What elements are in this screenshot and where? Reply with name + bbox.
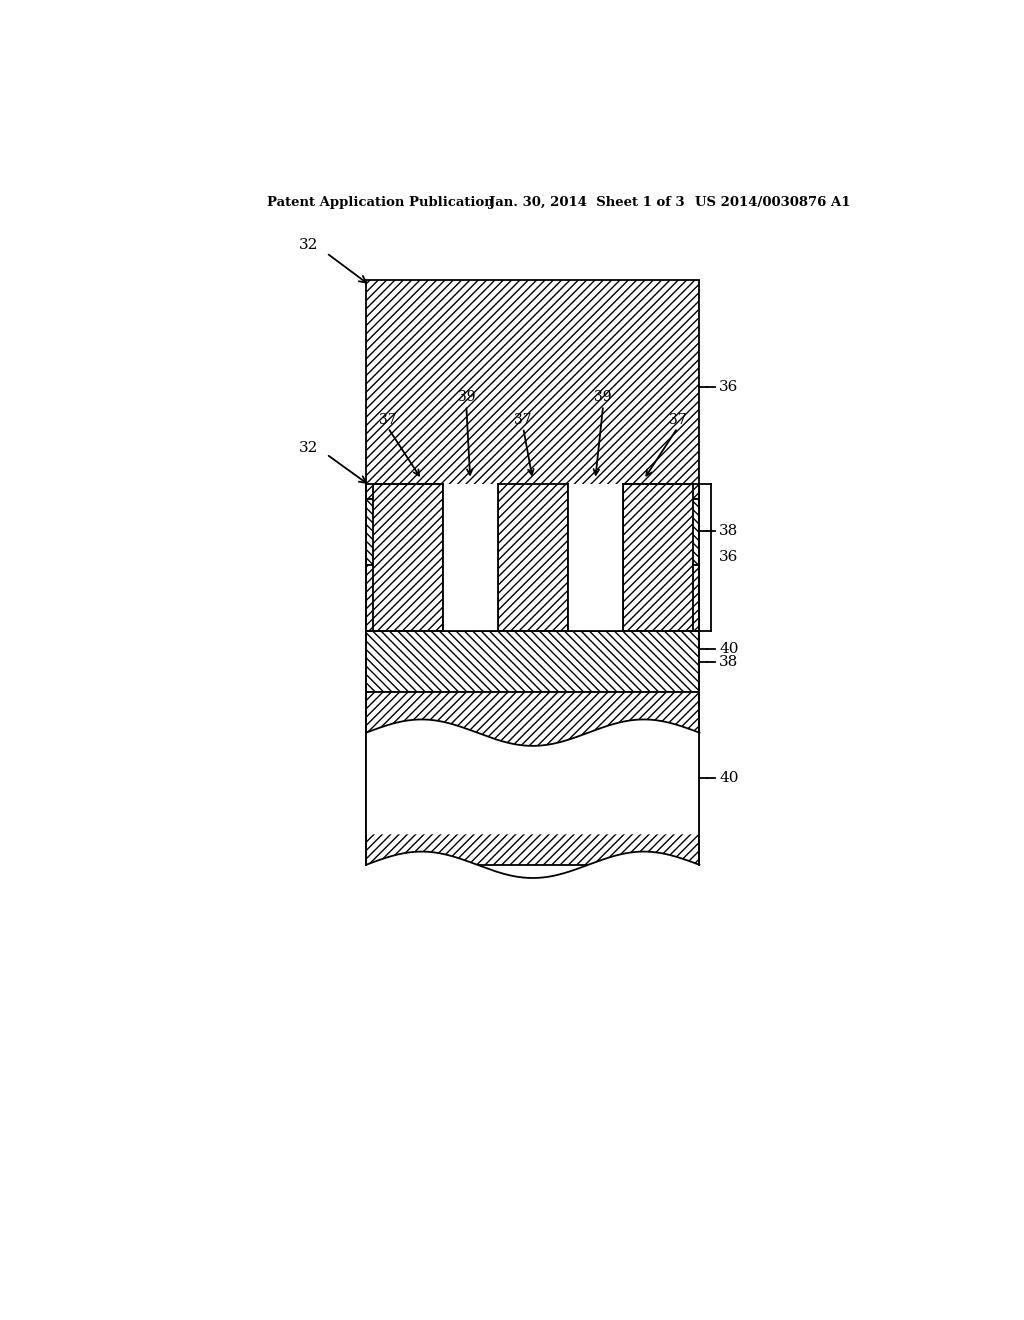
Text: Patent Application Publication: Patent Application Publication	[267, 195, 494, 209]
Polygon shape	[367, 719, 699, 834]
Text: 37: 37	[669, 413, 686, 426]
Text: 32: 32	[299, 441, 318, 455]
Bar	[367, 280, 699, 499]
Bar	[373, 483, 442, 631]
Bar	[367, 692, 699, 865]
Text: Jan. 30, 2014  Sheet 1 of 3: Jan. 30, 2014 Sheet 1 of 3	[489, 195, 685, 209]
Text: US 2014/0030876 A1: US 2014/0030876 A1	[695, 195, 851, 209]
Text: 38: 38	[719, 655, 738, 668]
Text: 37: 37	[379, 413, 396, 426]
Text: 40: 40	[719, 643, 738, 656]
Bar	[367, 499, 699, 565]
Text: FIG. 1: FIG. 1	[502, 764, 563, 783]
Bar	[567, 483, 623, 631]
Bar	[498, 483, 567, 631]
Polygon shape	[367, 851, 699, 966]
Bar	[367, 631, 699, 692]
Text: 39: 39	[458, 391, 475, 404]
Bar	[623, 483, 692, 631]
Text: 38: 38	[719, 524, 738, 539]
Text: 39: 39	[594, 391, 612, 404]
Text: 36: 36	[719, 380, 738, 395]
Text: 36: 36	[719, 550, 738, 565]
Text: 40: 40	[719, 771, 738, 785]
Text: 37: 37	[514, 413, 532, 426]
Bar	[442, 483, 498, 631]
Bar	[367, 565, 699, 733]
Text: 32: 32	[299, 238, 318, 252]
Text: FIG. 2: FIG. 2	[502, 899, 563, 917]
